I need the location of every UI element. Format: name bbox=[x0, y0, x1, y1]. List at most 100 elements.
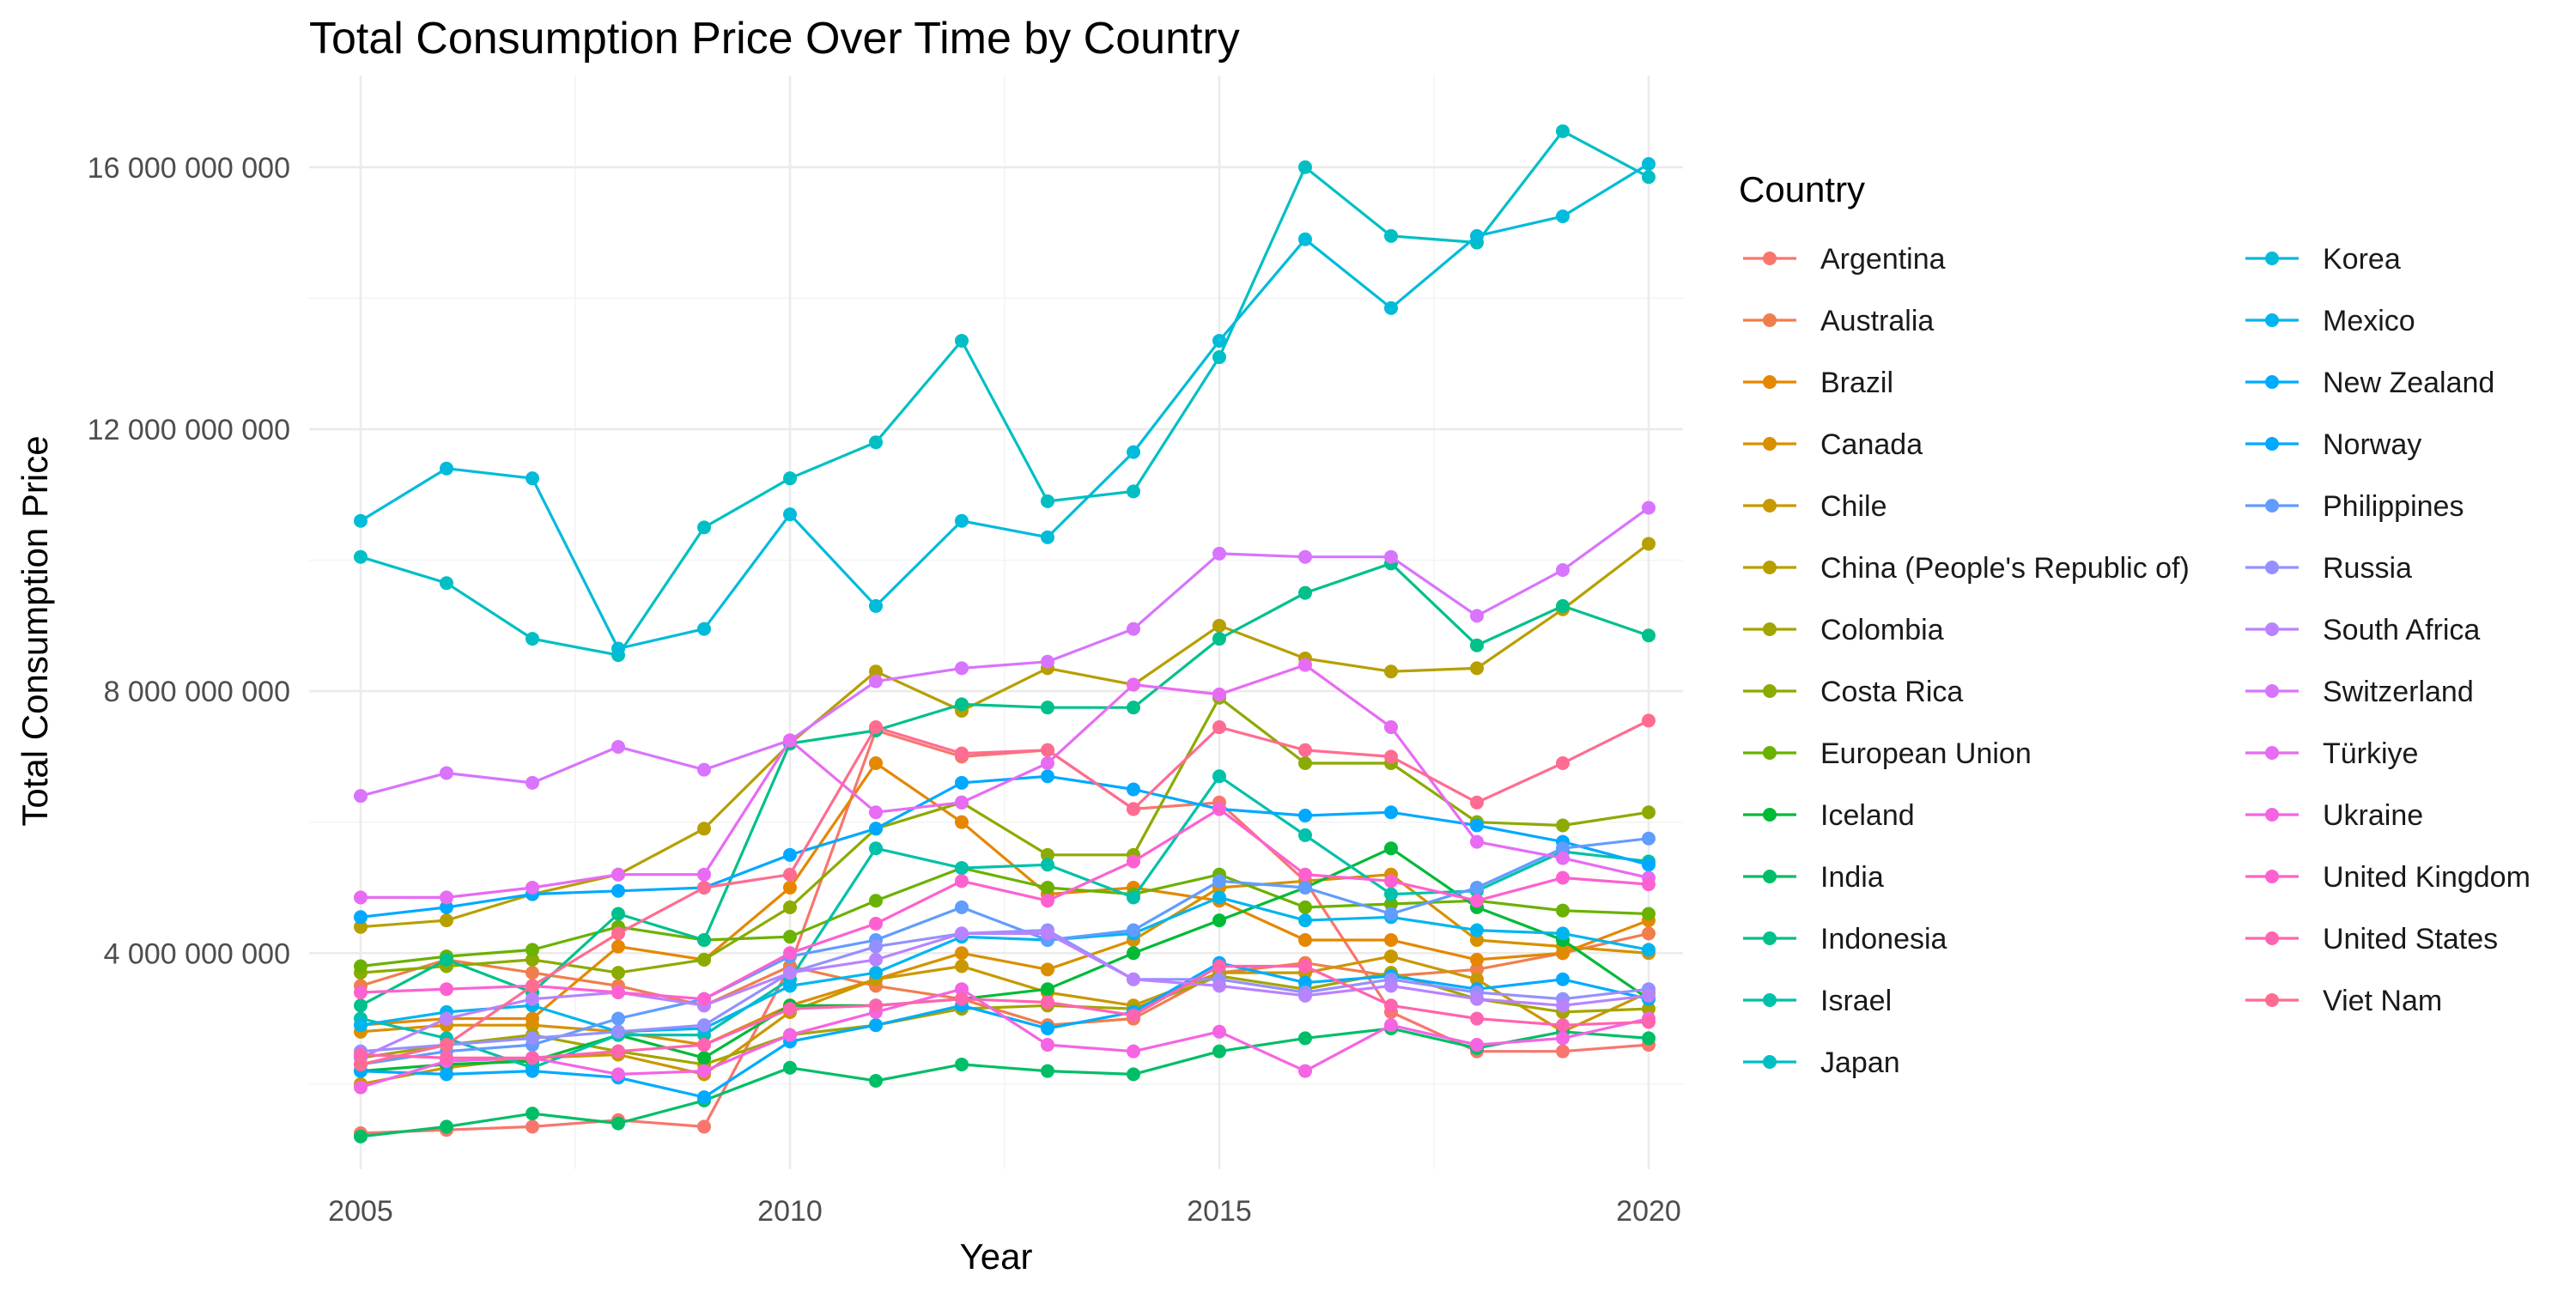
data-point bbox=[783, 867, 797, 882]
data-point bbox=[354, 910, 368, 925]
legend-key-point bbox=[2265, 437, 2279, 451]
data-point bbox=[1470, 818, 1484, 833]
legend-item: Indonesia bbox=[1743, 923, 1947, 955]
data-point bbox=[1384, 228, 1398, 243]
x-tick-label: 2020 bbox=[1616, 1195, 1681, 1228]
data-point bbox=[526, 966, 539, 980]
data-point bbox=[611, 883, 625, 898]
data-point bbox=[1041, 962, 1054, 977]
data-point bbox=[1556, 1044, 1570, 1058]
data-point bbox=[1642, 877, 1656, 892]
legend-item: European Union bbox=[1743, 737, 2032, 770]
legend-key-point bbox=[1763, 437, 1777, 451]
data-point bbox=[1298, 585, 1312, 600]
data-point bbox=[1041, 894, 1054, 908]
legend-key-point bbox=[1763, 931, 1777, 945]
legend-label: European Union bbox=[1820, 737, 2032, 770]
data-point bbox=[783, 733, 797, 748]
data-point bbox=[869, 894, 883, 908]
data-point bbox=[783, 1060, 797, 1075]
data-point bbox=[955, 815, 969, 829]
series-line bbox=[360, 162, 1649, 651]
y-axis: 4 000 000 000 8 000 000 000 12 000 000 000… bbox=[88, 152, 290, 970]
series-layer bbox=[354, 124, 1656, 1143]
data-point bbox=[783, 847, 797, 862]
x-tick-label: 2010 bbox=[757, 1195, 823, 1228]
data-point bbox=[526, 992, 539, 1006]
legend-label: Russia bbox=[2323, 552, 2412, 585]
data-point bbox=[869, 966, 883, 980]
data-point bbox=[1212, 618, 1226, 633]
data-point bbox=[526, 471, 539, 486]
series-korea bbox=[354, 156, 1656, 656]
data-point bbox=[1556, 851, 1570, 865]
data-point bbox=[1384, 949, 1398, 964]
legend-key-point bbox=[2265, 746, 2279, 760]
data-point bbox=[1212, 350, 1226, 365]
legend-item: Norway bbox=[2245, 428, 2421, 461]
data-point bbox=[1556, 972, 1570, 986]
data-point bbox=[1212, 632, 1226, 646]
legend-label: China (People's Republic of) bbox=[1820, 552, 2190, 585]
legend-item: Iceland bbox=[1743, 799, 1915, 832]
data-point bbox=[1470, 638, 1484, 652]
data-point bbox=[1298, 756, 1312, 771]
data-point bbox=[1642, 943, 1656, 957]
legend-label: India bbox=[1820, 861, 1884, 894]
data-point bbox=[869, 952, 883, 967]
data-point bbox=[1384, 664, 1398, 679]
legend-item: Canada bbox=[1743, 428, 1923, 461]
data-point bbox=[611, 926, 625, 941]
data-point bbox=[1298, 549, 1312, 564]
data-point bbox=[955, 992, 969, 1006]
legend-item: Switzerland bbox=[2245, 676, 2474, 708]
series-line bbox=[360, 774, 1649, 1070]
data-point bbox=[1470, 661, 1484, 676]
data-point bbox=[869, 1074, 883, 1089]
data-point bbox=[1041, 743, 1054, 757]
legend-item: Russia bbox=[2245, 552, 2412, 585]
data-point bbox=[697, 622, 711, 636]
legend-item: India bbox=[1743, 861, 1884, 894]
data-point bbox=[869, 916, 883, 931]
data-point bbox=[955, 874, 969, 889]
x-axis-title: Year bbox=[960, 1236, 1033, 1277]
data-point bbox=[1212, 979, 1226, 993]
data-point bbox=[783, 507, 797, 522]
series-line bbox=[360, 543, 1649, 929]
data-point bbox=[1127, 1008, 1140, 1022]
legend-label: Philippines bbox=[2323, 490, 2464, 523]
data-point bbox=[611, 739, 625, 754]
data-point bbox=[440, 952, 453, 967]
series-line bbox=[360, 506, 1649, 798]
data-point bbox=[354, 890, 368, 905]
legend-key-point bbox=[2265, 375, 2279, 389]
data-point bbox=[697, 952, 711, 967]
data-point bbox=[1384, 1018, 1398, 1033]
y-tick-label: 8 000 000 000 bbox=[104, 676, 290, 708]
series-line bbox=[360, 807, 1649, 1001]
data-point bbox=[1041, 880, 1054, 895]
data-point bbox=[354, 549, 368, 564]
data-point bbox=[1384, 897, 1398, 912]
data-point bbox=[1470, 962, 1484, 977]
y-axis-title: Total Consumption Price bbox=[15, 435, 55, 826]
series-line bbox=[360, 1027, 1649, 1138]
data-point bbox=[869, 435, 883, 450]
data-point bbox=[1384, 841, 1398, 856]
data-point bbox=[1127, 677, 1140, 692]
data-point bbox=[955, 959, 969, 974]
data-point bbox=[697, 1018, 711, 1033]
series-united-states bbox=[354, 959, 1656, 1065]
legend-label: Chile bbox=[1820, 490, 1886, 523]
data-point bbox=[1212, 769, 1226, 784]
data-point bbox=[955, 861, 969, 876]
data-point bbox=[1384, 874, 1398, 889]
data-point bbox=[1556, 124, 1570, 138]
data-point bbox=[1470, 952, 1484, 967]
legend-label: Indonesia bbox=[1820, 923, 1947, 955]
data-point bbox=[1298, 959, 1312, 974]
data-point bbox=[526, 1051, 539, 1065]
legend-item: Australia bbox=[1743, 305, 1934, 337]
